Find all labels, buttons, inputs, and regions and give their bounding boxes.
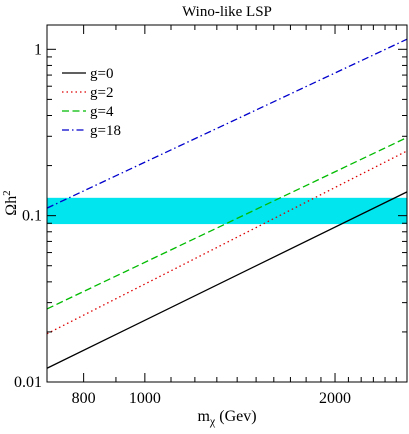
x-tick-label: 2000	[319, 390, 351, 407]
tick-layer: 800 1000 2000 0.01 0.1 1	[14, 25, 408, 407]
y-tick-label: 1	[34, 41, 42, 58]
series-line-g-0	[46, 191, 408, 369]
reference-band-layer	[47, 197, 407, 225]
legend-label: g=4	[90, 104, 114, 120]
y-tick-label: 0.01	[14, 374, 42, 391]
series-line-g-2	[46, 150, 408, 335]
y-tick-label: 0.1	[22, 208, 42, 225]
legend-label: g=2	[90, 85, 113, 101]
legend-label: g=18	[90, 123, 121, 139]
legend: g=0 g=2 g=4 g=18	[62, 66, 121, 139]
plot-frame	[46, 24, 408, 383]
series-line-g-18	[46, 38, 408, 209]
legend-label: g=0	[90, 66, 113, 82]
x-axis-label: mχ (Gev)	[197, 408, 256, 428]
reference-band	[47, 197, 407, 225]
series-layer	[46, 38, 408, 369]
series-line-g-4	[46, 136, 408, 310]
x-tick-label: 800	[72, 390, 96, 407]
chart-title: Wino-like LSP	[182, 4, 272, 20]
x-tick-label: 1000	[129, 390, 161, 407]
y-axis-label: Ωh2	[1, 190, 20, 215]
